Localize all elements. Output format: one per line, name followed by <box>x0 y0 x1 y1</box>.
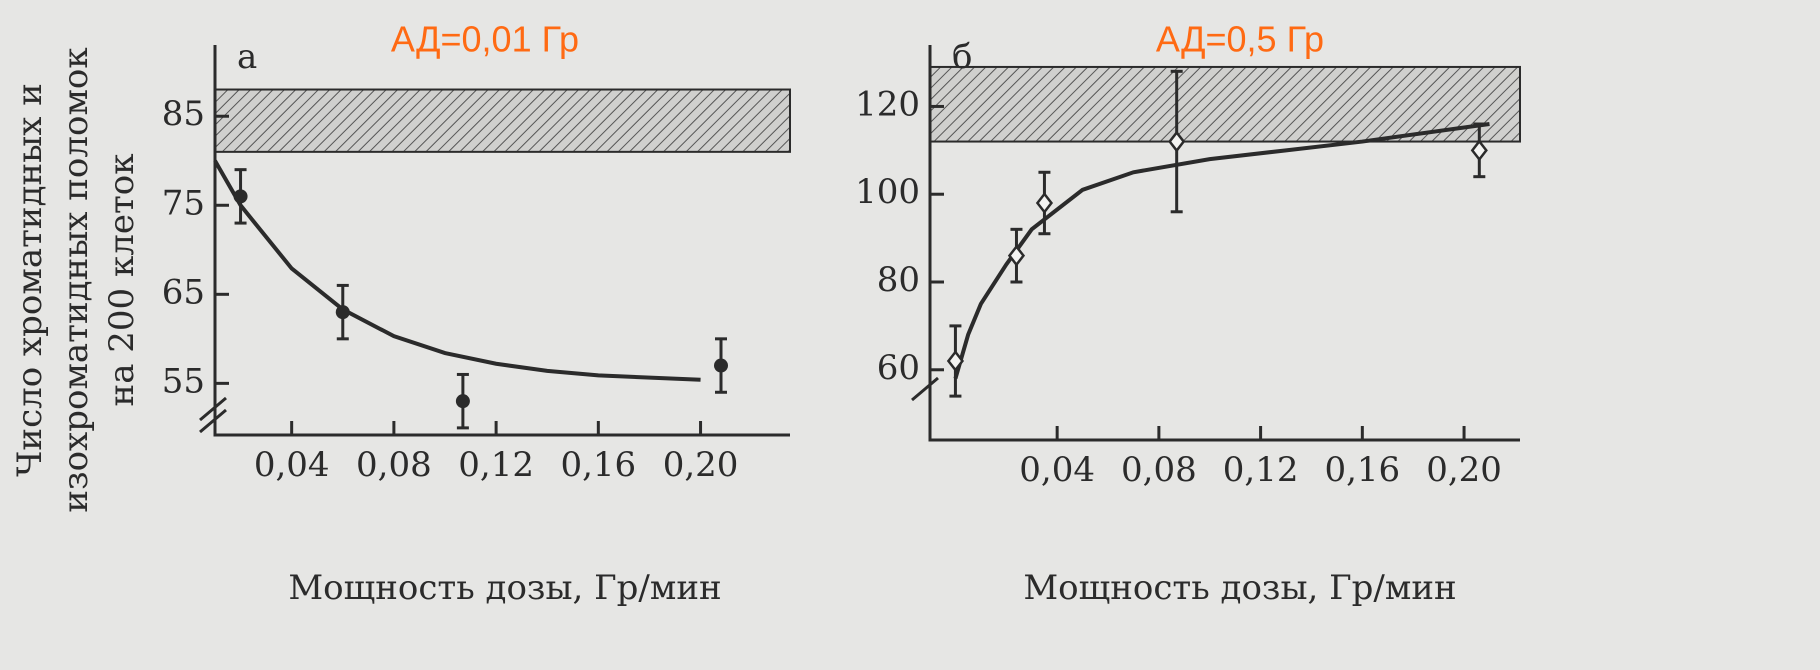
axis-break <box>199 396 227 422</box>
reference-band <box>214 88 791 153</box>
x-axis-label: Мощность дозы, Гр/мин <box>1023 568 1456 608</box>
axis-break <box>199 408 227 434</box>
y-tick-label: 120 <box>855 84 920 124</box>
y-axis-label: на 200 клеток <box>102 154 142 407</box>
x-tick-label: 0,16 <box>560 445 636 485</box>
y-tick-label: 85 <box>162 94 205 134</box>
point <box>946 349 965 373</box>
x-tick-label: 0,16 <box>1324 450 1400 490</box>
point <box>714 358 728 373</box>
point <box>1007 244 1026 267</box>
annotation: АД=0,5 Гр <box>1156 19 1324 60</box>
y-tick-label: 75 <box>162 183 205 223</box>
x-axis-label: Мощность дозы, Гр/мин <box>288 568 721 608</box>
x-tick-label: 0,20 <box>1426 450 1502 490</box>
point <box>455 394 470 409</box>
axes <box>928 45 1520 442</box>
x-tick-label: 0,20 <box>663 445 739 485</box>
x-tick-label: 0,08 <box>356 445 432 485</box>
point <box>1470 139 1488 162</box>
axis-break <box>911 376 939 402</box>
y-tick-label: 60 <box>877 348 920 388</box>
y-tick-label: 65 <box>162 272 205 312</box>
y-tick-label: 80 <box>877 260 920 300</box>
panel-label: б <box>952 37 972 77</box>
y-axis-label: изохроматидных поломок <box>56 47 96 512</box>
point <box>1035 191 1054 215</box>
point <box>233 189 248 204</box>
annotation: АД=0,01 Гр <box>391 19 579 60</box>
y-axis-label: Число хроматидных и <box>10 83 50 477</box>
x-tick-label: 0,12 <box>458 445 534 485</box>
panel-label: а <box>237 37 257 77</box>
x-tick-label: 0,12 <box>1223 450 1299 490</box>
x-tick-label: 0,04 <box>254 445 330 485</box>
point <box>1168 130 1186 153</box>
point <box>335 305 350 320</box>
reference-band <box>929 65 1521 143</box>
fit-curve <box>953 122 1490 380</box>
y-tick-label: 55 <box>162 361 205 401</box>
x-tick-label: 0,04 <box>1019 450 1095 490</box>
fit-curve <box>213 159 701 382</box>
x-tick-label: 0,08 <box>1121 450 1197 490</box>
y-tick-label: 100 <box>855 172 920 212</box>
